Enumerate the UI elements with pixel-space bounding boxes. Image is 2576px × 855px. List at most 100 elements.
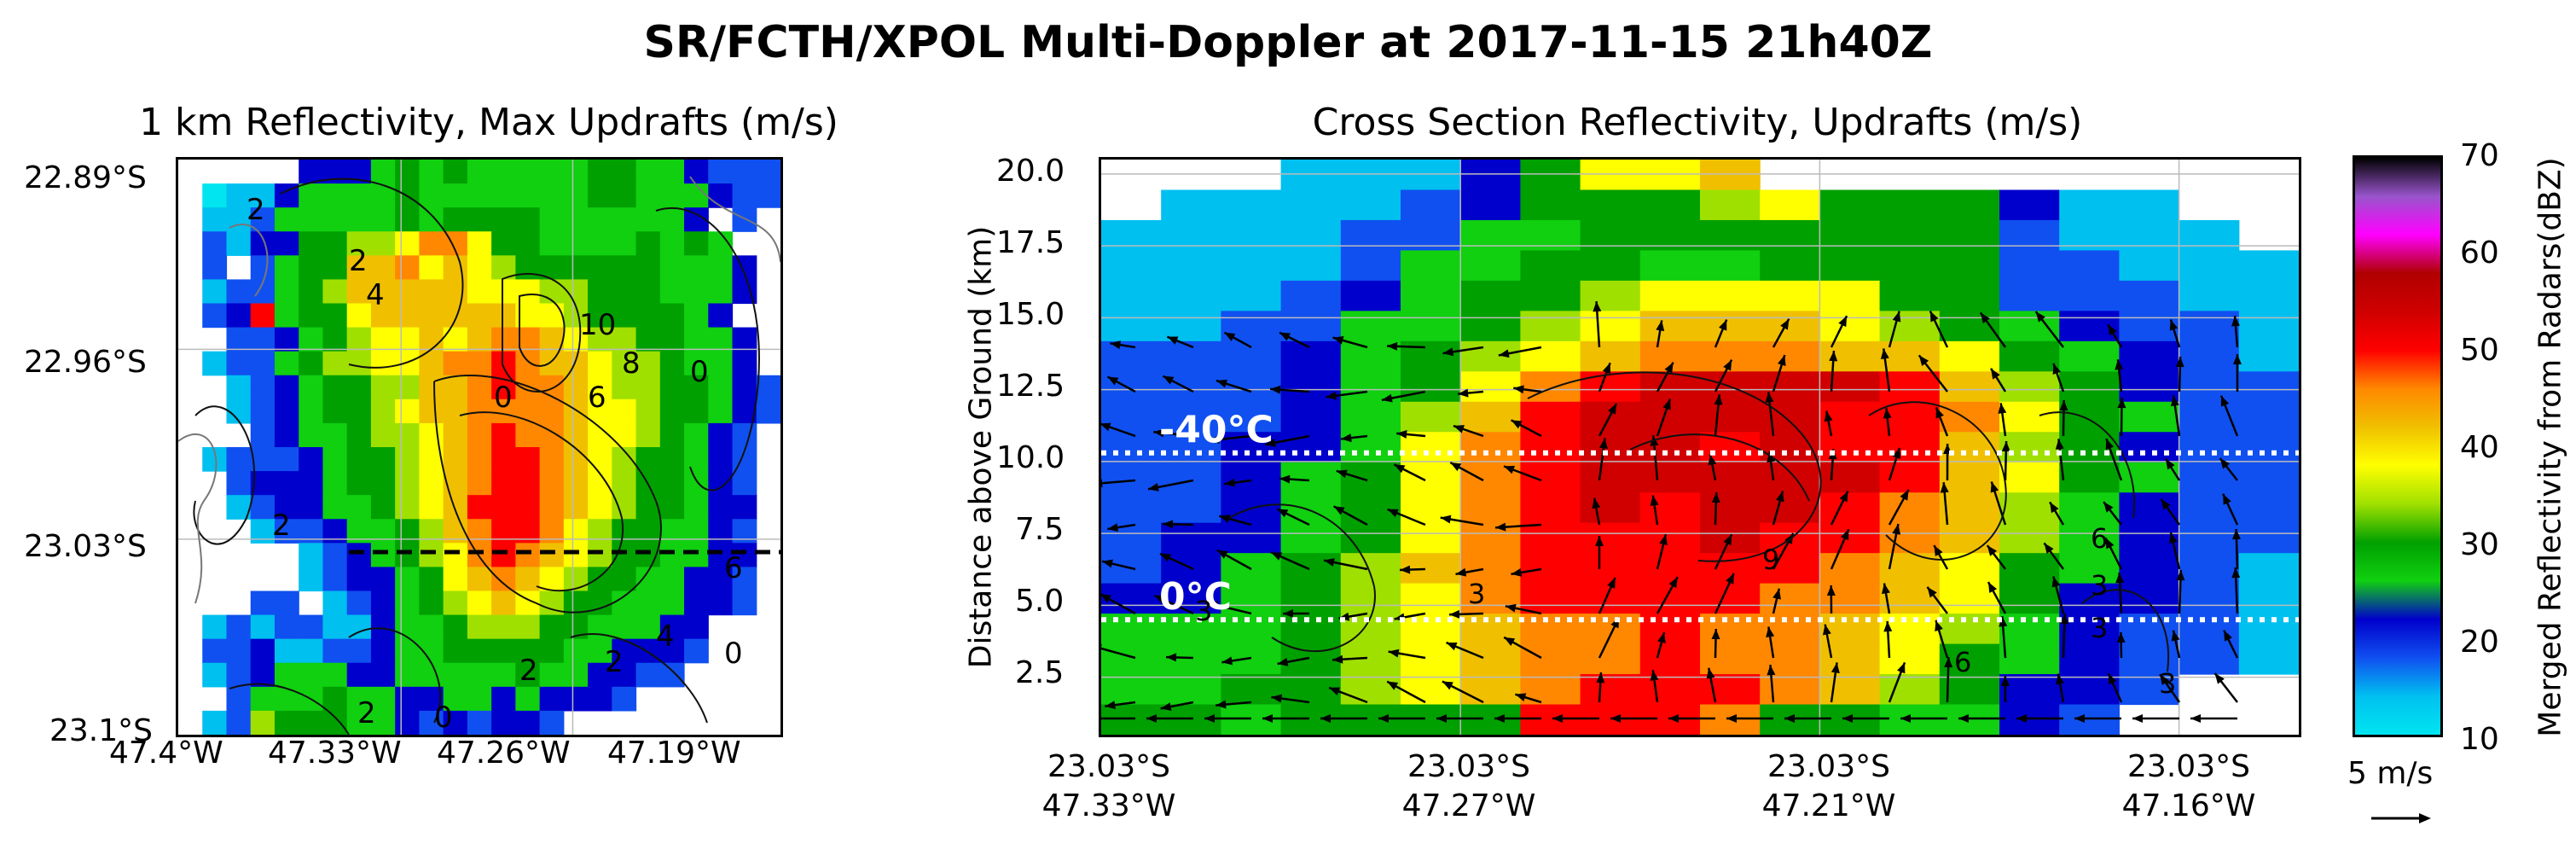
- heatmap-cell: [1161, 462, 1221, 493]
- heatmap-cell: [1580, 250, 1641, 282]
- heatmap-cell: [1879, 432, 1941, 463]
- heatmap-cell: [539, 183, 565, 208]
- wind-vector: [1166, 335, 1194, 349]
- contour-label: 3: [2091, 569, 2108, 602]
- heatmap-cell: [588, 183, 612, 208]
- updraft-contour: [1868, 401, 2007, 561]
- heatmap-cell: [467, 160, 492, 184]
- wind-vector: [1326, 390, 1368, 400]
- wind-vector: [1279, 331, 1310, 349]
- wind-vector-head: [1883, 621, 1893, 632]
- heatmap-cell: [1401, 704, 1461, 735]
- heatmap-cell: [539, 686, 565, 712]
- heatmap-cell: [250, 351, 276, 376]
- wind-vector: [1381, 390, 1426, 403]
- heatmap-cell: [467, 327, 492, 352]
- heatmap-cell: [250, 638, 276, 664]
- heatmap-cell: [467, 567, 492, 592]
- wind-vector: [1262, 714, 1309, 723]
- heatmap-cell: [346, 710, 372, 735]
- wind-vector-head: [1207, 601, 1219, 610]
- wind-vector-head: [2219, 457, 2231, 469]
- heatmap-cell: [250, 710, 276, 735]
- wind-vector: [1842, 714, 1889, 723]
- heatmap-cell: [419, 590, 444, 616]
- heatmap-cell: [395, 207, 420, 232]
- heatmap-cell: [1221, 674, 1282, 706]
- heatmap-cell: [1879, 280, 1941, 311]
- wind-vector: [2104, 537, 2123, 570]
- left-ytick-label: 23.1°S: [49, 713, 154, 748]
- wind-vector-head: [1602, 363, 1611, 375]
- updraft-contour: [519, 294, 566, 367]
- wind-vector: [1446, 641, 1484, 660]
- heatmap-cell: [1939, 371, 2000, 403]
- heatmap-cell: [467, 710, 492, 735]
- heatmap-cell: [1819, 189, 1881, 221]
- wind-vector: [1440, 515, 1484, 526]
- heatmap-cell: [1161, 643, 1221, 675]
- wind-vector: [2060, 613, 2069, 659]
- heatmap-cell: [2059, 401, 2120, 433]
- heatmap-cell: [612, 686, 637, 712]
- wind-vector-head: [2000, 676, 2010, 687]
- heatmap-cell: [1700, 432, 1761, 463]
- heatmap-cell: [588, 160, 612, 184]
- heatmap-cell: [1700, 401, 1761, 433]
- heatmap-cell: [1221, 462, 1282, 493]
- heatmap-cell: [635, 398, 661, 424]
- wind-vector-head: [1839, 491, 1848, 503]
- heatmap-cell: [635, 207, 661, 232]
- wind-vector-head: [1105, 701, 1116, 710]
- heatmap-cell: [467, 303, 492, 329]
- wind-vector: [2107, 672, 2123, 703]
- heatmap-cell: [732, 495, 757, 520]
- wind-vector-head: [1498, 349, 1510, 358]
- heatmap-cell: [2059, 250, 2120, 282]
- wind-vector: [2170, 395, 2181, 437]
- wind-vector: [1883, 408, 1892, 437]
- heatmap-cell: [370, 614, 396, 640]
- heatmap-cell: [395, 160, 420, 184]
- heatmap-cell: [539, 398, 565, 424]
- heatmap-cell: [1580, 280, 1641, 311]
- wind-vector: [2213, 672, 2238, 703]
- heatmap-cell: [1221, 340, 1282, 372]
- wind-vector: [2074, 714, 2121, 723]
- wind-vector: [1448, 609, 1484, 619]
- wind-vector-head: [1332, 336, 1344, 345]
- heatmap-cell: [250, 422, 276, 448]
- heatmap-cell: [1221, 189, 1282, 221]
- heatmap-cell: [563, 567, 589, 592]
- updraft-contour: [229, 683, 350, 735]
- heatmap-cell: [491, 686, 516, 712]
- wind-vector: [1511, 419, 1542, 438]
- wind-vector: [1224, 478, 1252, 487]
- heatmap-cell: [708, 160, 734, 184]
- heatmap-cell: [370, 255, 396, 281]
- heatmap-cell: [1639, 189, 1701, 221]
- right-xtick-lon: 47.27°W: [1401, 788, 1536, 823]
- heatmap-cell: [659, 279, 685, 305]
- wind-vector-head: [1765, 392, 1774, 403]
- wind-vector: [1767, 665, 1776, 703]
- heatmap-cell: [659, 351, 685, 376]
- heatmap-cell: [395, 255, 420, 281]
- wind-vector-head: [1271, 694, 1282, 703]
- wind-vector: [1935, 407, 1949, 437]
- heatmap-cell: [1401, 462, 1461, 493]
- wind-vector-head: [1167, 336, 1179, 345]
- heatmap-cell: [1101, 432, 1162, 463]
- heatmap-cell: [515, 471, 541, 496]
- heatmap-cell: [419, 231, 444, 256]
- heatmap-cell: [322, 279, 348, 305]
- heatmap-cell: [274, 398, 299, 424]
- wind-vector: [1393, 463, 1426, 482]
- wind-vector: [1999, 616, 2008, 659]
- heatmap-cell: [612, 303, 637, 329]
- heatmap-cell: [2059, 371, 2120, 403]
- wind-vector-head: [1216, 379, 1227, 388]
- wind-vector-head: [1958, 714, 1969, 723]
- heatmap-cell: [322, 422, 348, 448]
- heatmap-cell: [659, 614, 685, 640]
